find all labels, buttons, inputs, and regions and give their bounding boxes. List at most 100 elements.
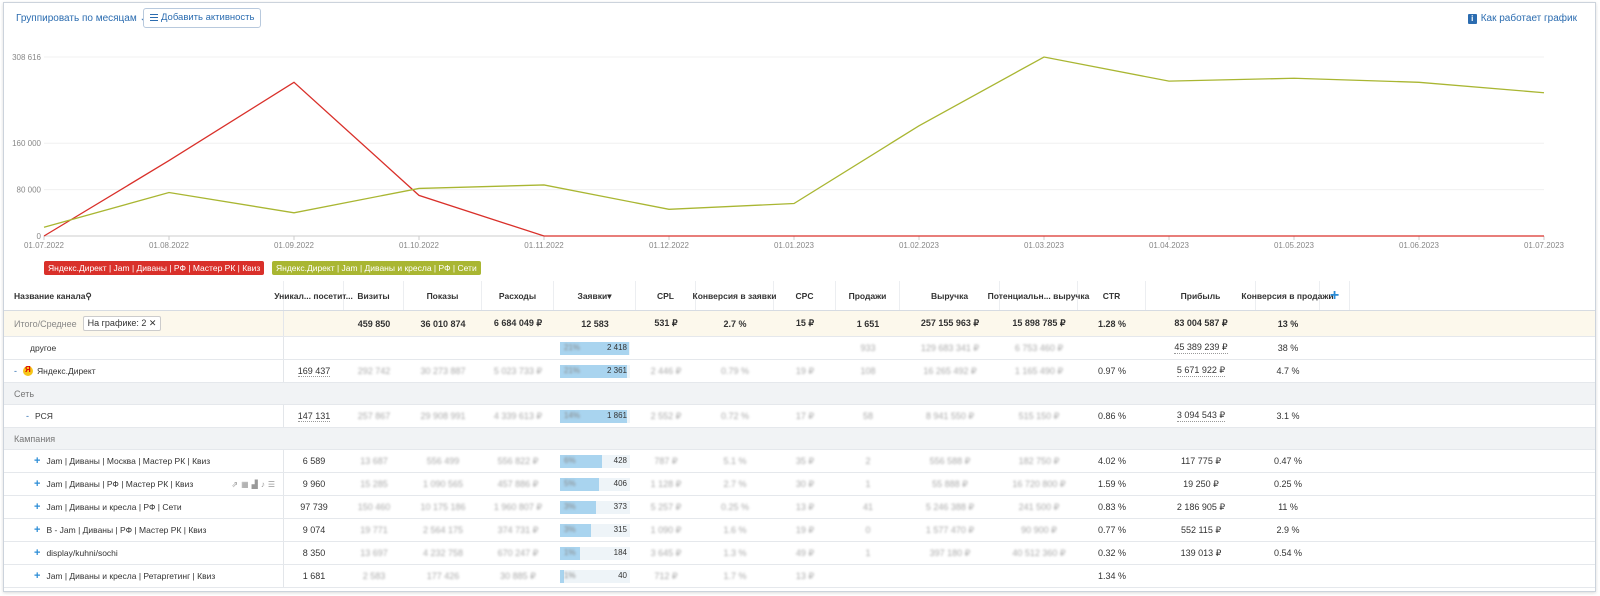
col-header[interactable]: Продажи	[836, 281, 900, 310]
col-header[interactable]: Конверсия в продажи	[1241, 281, 1334, 310]
cell-value: 5 671 922 ₽	[1176, 365, 1226, 377]
col-header[interactable]: Заявки ▾	[554, 281, 636, 310]
search-icon[interactable]: ⚲	[85, 290, 92, 301]
row-cell: 49 ₽	[774, 542, 836, 564]
table-row[interactable]: - РСЯ 147 131 257 867 29 908 991 4 339 613 ₽ 1…	[4, 405, 1595, 428]
row-action-icon[interactable]: ⇗	[231, 479, 239, 489]
col-header[interactable]: CTR	[1078, 281, 1146, 310]
row-action-icon[interactable]: ▟	[251, 479, 258, 489]
expand-icon[interactable]: +	[34, 501, 41, 513]
row-name-cell[interactable]: + Jam | Диваны и кресла | РФ | Сети	[4, 496, 284, 518]
expand-icon[interactable]: +	[34, 455, 41, 467]
col-header[interactable]: Потенциальн... выручка	[988, 281, 1089, 310]
yandex-logo-icon	[23, 365, 33, 376]
row-cell: 11 %	[1256, 496, 1320, 518]
row-cell: 1% 184	[554, 542, 636, 564]
totals-value: 1.28 %	[1097, 318, 1127, 329]
col-header[interactable]: Прибыль	[1146, 281, 1256, 310]
row-cell: 13 ₽	[774, 565, 836, 587]
row-cell	[1000, 565, 1078, 587]
row-name-cell[interactable]: - Яндекс.Директ	[4, 360, 284, 382]
cell-value: 257 867	[357, 411, 391, 421]
expand-icon[interactable]: +	[34, 547, 41, 559]
row-name-cell[interactable]: + Jam | Диваны | Москва | Мастер РК | Кви…	[4, 450, 284, 472]
expand-icon[interactable]: +	[34, 570, 41, 582]
row-cell: 150 460	[344, 496, 404, 518]
row-cell: 177 426	[404, 565, 482, 587]
row-cell: 13 ₽	[774, 496, 836, 518]
cell-value: 17 ₽	[795, 410, 815, 421]
table-row[interactable]: + Jam | Диваны и кресла | РФ | Сети 97 739…	[4, 496, 1595, 519]
table-row[interactable]: + Jam | Диваны | Москва | Мастер РК | Кви…	[4, 450, 1595, 473]
expand-icon[interactable]: +	[34, 524, 41, 536]
row-cell	[344, 337, 404, 359]
close-icon[interactable]: ✕	[146, 318, 157, 328]
group-by-dropdown[interactable]: Группировать по месяцам ⌄	[16, 13, 148, 24]
row-name-cell[interactable]: + Jam | Диваны | РФ | Мастер РК | Квиз ⇗ ▦ ▟…	[4, 473, 284, 495]
row-cell: 13 687	[344, 450, 404, 472]
row-name-cell[interactable]: + Jam | Диваны и кресла | Ретаргетинг | К…	[4, 565, 284, 587]
table-row[interactable]: + B - Jam | Диваны | РФ | Мастер РК | Кви…	[4, 519, 1595, 542]
col-header[interactable]: Выручка	[900, 281, 1000, 310]
table-row[interactable]: - Яндекс.Директ 169 437 292 742 30 273 887 5 …	[4, 360, 1595, 383]
col-header[interactable]: Визиты	[344, 281, 404, 310]
totals-cell: 83 004 587 ₽	[1146, 311, 1256, 336]
row-cell: 0.77 %	[1078, 519, 1146, 541]
cell-value: 30 273 887	[420, 366, 466, 376]
col-header[interactable]: Показы	[404, 281, 482, 310]
row-cell: 1 960 807 ₽	[482, 496, 554, 518]
row-name-cell[interactable]: - РСЯ	[4, 405, 284, 427]
table-row[interactable]: другое 21% 2 418 933 129 683 341 ₽ 6 753 460 …	[4, 337, 1595, 360]
row-cell: 0.79 %	[696, 360, 774, 382]
totals-value: 15 ₽	[795, 318, 815, 328]
collapse-icon[interactable]: -	[26, 411, 29, 421]
row-name: другое	[30, 343, 57, 353]
row-cell	[482, 337, 554, 359]
row-action-icon[interactable]: ☰	[267, 479, 275, 489]
col-header-name[interactable]: Название канала ⚲	[4, 281, 284, 310]
row-cell: 17 ₽	[774, 405, 836, 427]
collapse-icon[interactable]: -	[14, 366, 17, 376]
cell-value: 0.83 %	[1097, 502, 1127, 512]
col-header-name-label: Название канала	[14, 290, 86, 301]
row-cell: 129 683 341 ₽	[900, 337, 1000, 359]
col-header[interactable]: Конверсия в заявки	[693, 281, 776, 310]
row-name-cell[interactable]: + display/kuhni/sochi	[4, 542, 284, 564]
col-header[interactable]: Уникал... посетит...	[274, 281, 353, 310]
col-header[interactable]: CPC	[774, 281, 836, 310]
add-activity-button[interactable]: Добавить активность	[143, 8, 262, 28]
row-name-cell[interactable]: + B - Jam | Диваны | РФ | Мастер РК | Кви…	[4, 519, 284, 541]
cell-value: 108	[860, 366, 876, 376]
add-column-button[interactable]: +	[1320, 281, 1350, 310]
col-header[interactable]: Расходы	[482, 281, 554, 310]
row-cell: 933	[836, 337, 900, 359]
row-cell: 139 013 ₽	[1146, 542, 1256, 564]
row-cell: 1.6 %	[696, 519, 774, 541]
row-action-icon[interactable]: ♪	[260, 479, 265, 489]
legend-item[interactable]: Яндекс.Директ | Jam | Диваны | РФ | Маст…	[44, 261, 265, 275]
expand-icon[interactable]: +	[34, 478, 41, 490]
table-row[interactable]: + display/kuhni/sochi 8 350 13 697 4 232 758…	[4, 542, 1595, 565]
requests-share: 6%	[564, 455, 576, 465]
col-header[interactable]: CPL	[636, 281, 696, 310]
requests-share: 5%	[564, 478, 576, 488]
cell-value: 19 771	[360, 525, 388, 535]
row-name-cell[interactable]: другое	[4, 337, 284, 359]
totals-value: 13 %	[1277, 318, 1299, 329]
cell-value: 552 115 ₽	[1180, 524, 1222, 535]
row-cell: 15 285	[344, 473, 404, 495]
row-cell: 2 583	[344, 565, 404, 587]
on-chart-chip[interactable]: На графике: 2 ✕	[82, 316, 162, 331]
cell-value: 29 908 991	[420, 411, 466, 421]
row-action-icon[interactable]: ▦	[241, 479, 249, 489]
legend-item[interactable]: Яндекс.Директ | Jam | Диваны и кресла | …	[272, 261, 481, 275]
row-cell	[774, 337, 836, 359]
table-row[interactable]: + Jam | Диваны | РФ | Мастер РК | Квиз ⇗ ▦ ▟…	[4, 473, 1595, 496]
row-cell: 8 941 550 ₽	[900, 405, 1000, 427]
how-chart-works-link[interactable]: i Как работает график	[1467, 13, 1577, 24]
table-row[interactable]: + Jam | Диваны и кресла | Ретаргетинг | К…	[4, 565, 1595, 588]
cell-value: 4 232 758	[422, 548, 464, 558]
col-header-label: CPC	[795, 290, 814, 301]
cell-value: 0.72 %	[720, 411, 750, 421]
row-cell: 0.25 %	[1256, 473, 1320, 495]
